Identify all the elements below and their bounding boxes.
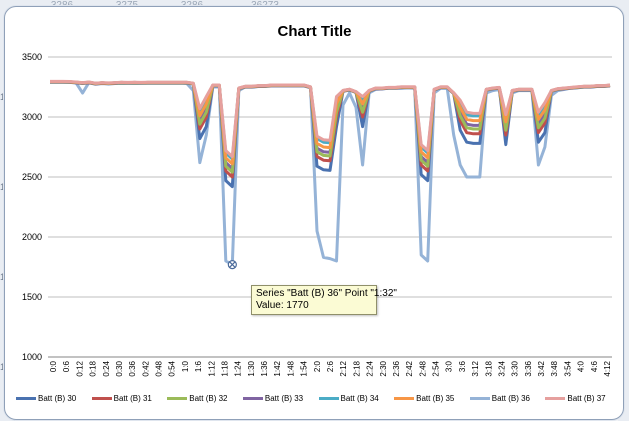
- legend-swatch: [16, 397, 36, 400]
- x-tick-label: 0:0: [49, 360, 58, 372]
- tooltip-value-label: Value:: [256, 300, 284, 311]
- legend-swatch: [394, 397, 415, 400]
- data-point-tooltip: Series "Batt (B) 36" Point "1:32" Value:…: [251, 285, 397, 315]
- x-tick-label: 2:48: [418, 360, 427, 376]
- x-tick-label: 3:24: [497, 360, 506, 376]
- x-tick-label: 3:54: [563, 360, 572, 376]
- selected-point-marker[interactable]: [227, 260, 237, 270]
- x-tick-label: 3:48: [550, 360, 559, 376]
- x-tick-label: 2:30: [379, 360, 388, 376]
- x-tick-label: 2:54: [432, 360, 441, 376]
- x-tick-label: 1:12: [207, 360, 216, 376]
- legend-label: Batt (B) 34: [340, 394, 379, 403]
- legend-swatch: [91, 397, 112, 400]
- x-tick-label: 3:12: [471, 360, 480, 376]
- x-tick-label: 2:42: [405, 360, 414, 376]
- x-tick-label: 0:24: [102, 360, 111, 376]
- x-tick-label: 2:24: [366, 360, 375, 376]
- x-tick-label: 2:36: [392, 360, 401, 376]
- x-tick-label: 1:6: [194, 360, 203, 372]
- legend-swatch: [545, 397, 566, 400]
- tooltip-value-row: Value: 1770: [256, 300, 372, 312]
- header-cell[interactable]: 36273: [243, 0, 287, 12]
- legend-swatch: [242, 397, 263, 400]
- legend-label: Batt (B) 35: [416, 394, 455, 403]
- x-tick-label: 3:18: [484, 360, 493, 376]
- x-tick-label: 2:0: [313, 360, 322, 372]
- x-tick-label: 2:18: [352, 360, 361, 376]
- y-tick-label: 2000: [22, 232, 42, 242]
- y-tick-label: 1500: [22, 292, 42, 302]
- legend-swatch: [318, 397, 339, 400]
- y-tick-label: 3000: [22, 112, 42, 122]
- tooltip-series-point: Series "Batt (B) 36" Point "1:32": [256, 288, 397, 299]
- legend-label: Batt (B) 36: [491, 394, 530, 403]
- x-tick-label: 0:12: [75, 360, 84, 376]
- legend[interactable]: Batt (B) 30 Batt (B) 31 Batt (B) 32 Batt (B…: [14, 392, 619, 406]
- legend-swatch: [167, 397, 188, 400]
- x-tick-label: 4:12: [603, 360, 612, 376]
- x-tick-label: 1:36: [260, 360, 269, 376]
- tooltip-value: 1770: [286, 300, 309, 311]
- x-tick-label: 2:12: [339, 360, 348, 376]
- legend-label: Batt (B) 37: [567, 394, 606, 403]
- legend-label: Batt (B) 33: [264, 394, 304, 403]
- chart-area[interactable]: [4, 6, 624, 420]
- x-tick-label: 1:30: [247, 360, 256, 376]
- x-tick-label: 1:18: [220, 360, 229, 376]
- x-tick-label: 0:30: [115, 360, 124, 376]
- x-tick-label: 1:42: [273, 360, 282, 376]
- x-tick-label: 0:48: [155, 360, 164, 376]
- x-tick-label: 1:54: [300, 360, 309, 376]
- x-tick-label: 0:42: [141, 360, 150, 376]
- x-tick-label: 0:18: [89, 360, 98, 376]
- legend-label: Batt (B) 30: [38, 394, 77, 403]
- x-tick-label: 3:0: [445, 360, 454, 372]
- x-tick-label: 4:6: [590, 360, 599, 372]
- series-line-batt-b-37[interactable]: [50, 79, 611, 159]
- x-tick-label: 1:24: [234, 360, 243, 376]
- x-tick-label: 3:6: [458, 360, 467, 372]
- x-tick-label: 1:0: [181, 360, 190, 372]
- legend-swatch: [469, 397, 490, 400]
- y-tick-label: 1000: [22, 352, 42, 362]
- x-tick-label: 4:0: [577, 360, 586, 372]
- x-tick-label: 0:36: [128, 360, 137, 376]
- x-tick-label: 3:42: [537, 360, 546, 376]
- header-cell[interactable]: 3275: [105, 0, 149, 12]
- legend-label: Batt (B) 32: [189, 394, 228, 403]
- x-tick-label: 0:54: [168, 360, 177, 376]
- x-tick-label: 2:6: [326, 360, 335, 372]
- y-tick-label: 3500: [22, 52, 42, 62]
- x-tick-label: 0:6: [62, 360, 71, 372]
- header-cell[interactable]: 3286: [170, 0, 214, 12]
- x-tick-label: 3:36: [524, 360, 533, 376]
- chart-title[interactable]: Chart Title: [277, 23, 352, 40]
- header-cell[interactable]: 3286: [40, 0, 84, 12]
- x-tick-label: 3:30: [511, 360, 520, 376]
- x-tick-label: 1:48: [286, 360, 295, 376]
- legend-label: Batt (B) 31: [113, 394, 152, 403]
- y-tick-label: 2500: [22, 172, 42, 182]
